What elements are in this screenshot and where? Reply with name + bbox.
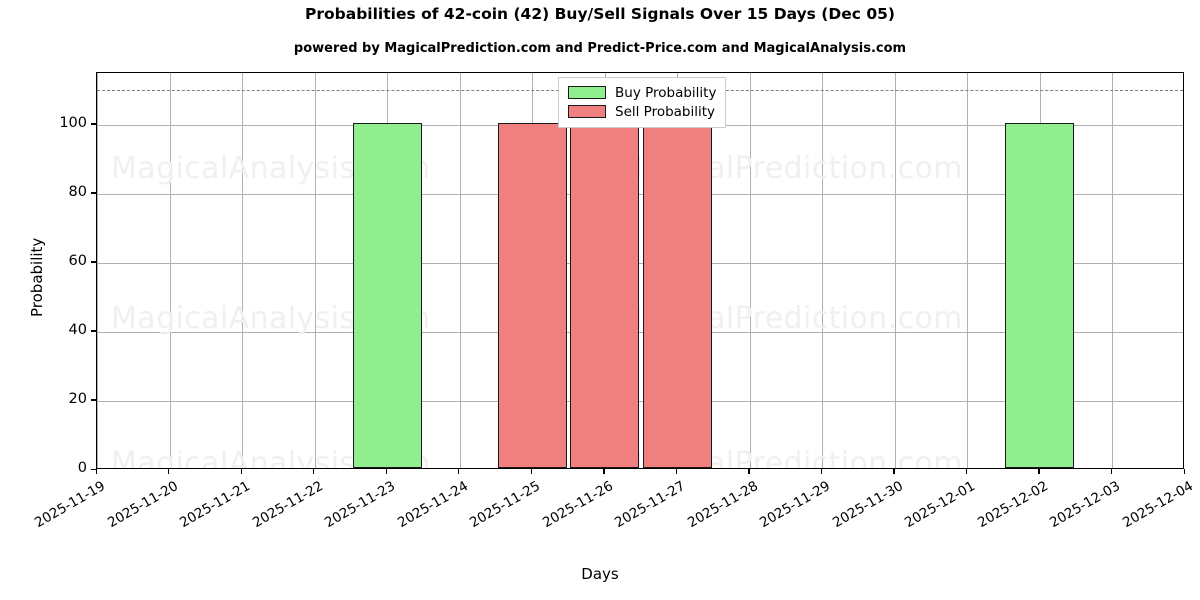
legend-swatch-icon (568, 105, 606, 118)
y-axis-tick-label: 100 (59, 114, 87, 131)
y-axis-tick-mark (91, 399, 96, 401)
y-axis-tick-label: 0 (77, 460, 87, 476)
gridline-vertical (169, 73, 171, 468)
bar (642, 122, 712, 468)
x-axis-tick-mark (95, 469, 97, 474)
x-axis-tick-mark (893, 469, 895, 474)
legend-item: Buy Probability (568, 83, 716, 102)
bar (352, 122, 422, 468)
gridline-vertical (967, 73, 969, 468)
legend-swatch-icon (568, 86, 606, 99)
y-axis-tick-mark (91, 330, 96, 332)
x-axis-tick-mark (1110, 469, 1113, 474)
x-axis-tick-mark (168, 469, 170, 474)
chart-title: Probabilities of 42-coin (42) Buy/Sell S… (305, 5, 895, 23)
bar (497, 122, 567, 468)
gridline-vertical (459, 73, 461, 468)
x-axis-tick-mark (1038, 469, 1040, 474)
gridline-vertical (822, 73, 824, 468)
y-axis-tick-label: 60 (68, 252, 87, 269)
y-axis-tick-mark (91, 261, 96, 263)
x-axis-tick-mark (240, 469, 242, 474)
gridline-vertical (894, 73, 896, 468)
gridline-horizontal (97, 400, 1183, 402)
x-axis-tick-mark (313, 469, 315, 474)
legend-item: Sell Probability (568, 102, 716, 121)
gridline-horizontal (97, 262, 1183, 264)
gridline-vertical (1112, 73, 1114, 468)
legend-item-label: Sell Probability (615, 103, 716, 120)
x-axis-tick-mark (748, 469, 750, 474)
x-axis-tick-mark (675, 469, 678, 474)
y-axis-label: Probability (28, 237, 46, 317)
plot-area: MagicalAnalysis.com MagicalPrediction.com… (96, 72, 1184, 469)
gridline-horizontal (97, 331, 1183, 333)
x-axis-tick-mark (820, 469, 823, 474)
gridline-vertical (749, 73, 751, 468)
gridline-vertical (314, 73, 316, 468)
x-axis-tick-mark (385, 469, 387, 474)
x-axis-label: Days (581, 565, 619, 583)
gridline-vertical (97, 73, 98, 468)
x-axis-tick-mark (603, 469, 605, 474)
y-axis-tick-mark (91, 123, 96, 125)
y-axis-tick-mark (91, 192, 96, 194)
y-axis-tick-label: 40 (68, 321, 87, 338)
x-axis-tick-mark (530, 469, 532, 474)
y-axis-tick-mark (91, 468, 96, 470)
bar (570, 122, 640, 468)
y-axis-tick-label: 20 (68, 390, 87, 407)
chart-subtitle: powered by MagicalPrediction.com and Pre… (293, 41, 907, 56)
x-axis-tick-mark (1183, 469, 1185, 474)
gridline-horizontal (97, 193, 1183, 195)
x-axis-tick-mark (458, 469, 460, 474)
y-axis-tick-label: 80 (68, 183, 87, 200)
x-axis-tick-mark (965, 469, 968, 474)
legend-item-label: Buy Probability (615, 84, 717, 101)
gridline-vertical (242, 73, 244, 468)
bar (1005, 122, 1075, 468)
chart-legend: Buy Probability Sell Probability (558, 77, 727, 128)
